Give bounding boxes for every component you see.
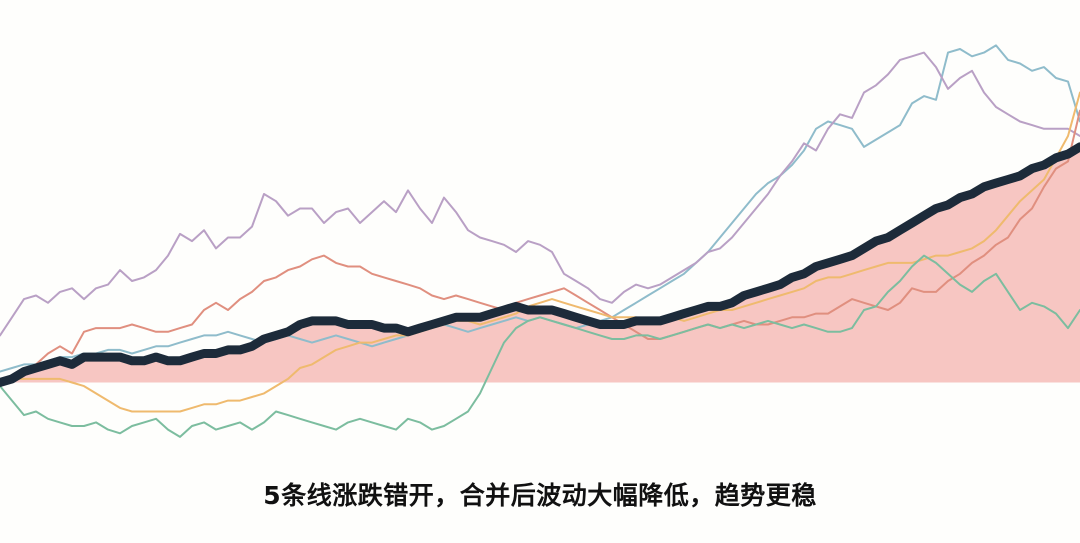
series-5-line: [0, 254, 1080, 438]
chart-caption: 5条线涨跌错开，合并后波动大幅降低，趋势更稳: [263, 481, 817, 510]
series-3-line: [0, 109, 1080, 384]
series-6-line: [0, 142, 1080, 387]
series-4-line: [0, 91, 1080, 413]
series-6-area: [0, 146, 1080, 383]
series-lines-layer: [0, 44, 1080, 438]
area-fill-layer: [0, 146, 1080, 383]
series-2-line: [0, 51, 1080, 337]
